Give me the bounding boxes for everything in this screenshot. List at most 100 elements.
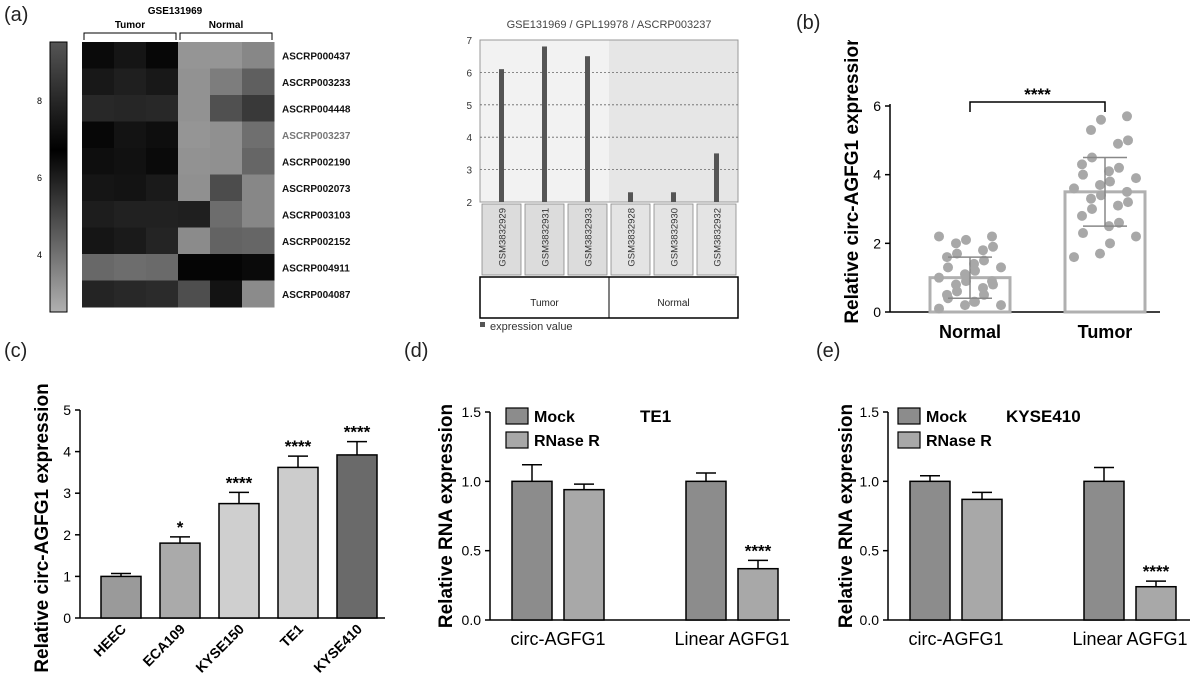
- b-point: [1087, 204, 1097, 214]
- b-point: [1078, 169, 1088, 180]
- b-point: [1131, 231, 1141, 242]
- heatmap-cell: [82, 280, 115, 308]
- heatmap-cell: [210, 42, 243, 69]
- b-point: [1122, 186, 1132, 197]
- geo-bar: [585, 56, 590, 203]
- d-title: TE1: [640, 407, 671, 426]
- geo-sample-label: GSM3832929: [498, 208, 509, 267]
- c-xtick-label: KYSE150: [192, 621, 247, 676]
- c-ytick-label: 4: [63, 444, 71, 460]
- b-xtick-label: Normal: [939, 322, 1001, 340]
- d-ytick-label: 1.5: [462, 404, 482, 420]
- b-point: [942, 252, 952, 263]
- b-point: [969, 296, 979, 307]
- d-ylabel: Relative RNA expression: [436, 404, 457, 628]
- c-xtick-label: HEEC: [90, 621, 129, 660]
- b-point: [960, 269, 970, 280]
- heatmap-group-bracket: [83, 32, 177, 40]
- c-ytick-label: 5: [63, 402, 71, 418]
- heatmap-cell: [82, 201, 115, 228]
- d-xtick-label: Linear AGFG1: [674, 629, 789, 649]
- heatmap-cell: [82, 254, 115, 281]
- heatmap-cell: [210, 121, 243, 149]
- heatmap-cell: [82, 121, 115, 149]
- heatmap-title: GSE131969: [148, 6, 203, 17]
- b-xtick-label: Tumor: [1078, 322, 1133, 340]
- b-point: [987, 231, 997, 242]
- c-sig-label: ****: [344, 423, 371, 442]
- heatmap-cell: [178, 201, 211, 228]
- b-point: [1077, 159, 1087, 170]
- heatmap-colorbar-tick: 4: [37, 250, 42, 260]
- b-point: [934, 231, 944, 242]
- b-point: [1123, 197, 1133, 208]
- b-ytick-label: 6: [873, 98, 881, 114]
- b-point: [1078, 228, 1088, 239]
- heatmap-cell: [82, 68, 115, 96]
- heatmap-colorbar-tick: 6: [37, 173, 42, 183]
- e-xtick-label: circ-AGFG1: [908, 629, 1003, 649]
- heatmap-cell: [178, 227, 211, 255]
- heatmap-row-label: ASCRP003233: [282, 78, 351, 89]
- geo-sample-box: [481, 203, 522, 276]
- b-point: [1096, 114, 1106, 125]
- b-point: [1105, 176, 1115, 187]
- geo-bar: [542, 46, 547, 203]
- bar-chart-e: Relative RNA expression 0.0 0.5 1.0 1.5 circ-…: [836, 404, 1190, 649]
- b-ytick-label: 0: [873, 304, 881, 320]
- heatmap-cell: [242, 254, 275, 281]
- heatmap-row-label: ASCRP002073: [282, 184, 351, 195]
- scatter-bar-chart-b: Relative circ-AGFG1 expression 0 2 4 6 Normal…: [842, 40, 1160, 340]
- b-point: [943, 262, 953, 273]
- b-point: [1077, 210, 1087, 221]
- geo-ytick-label: 2: [466, 198, 472, 209]
- geo-bar-chart: GSE131969 / GPL19978 / ASCRP003237 2 3 4 5 6 7…: [466, 19, 739, 333]
- heatmap-cell: [242, 227, 275, 255]
- heatmap-row-label: ASCRP004087: [282, 290, 351, 301]
- b-sig-label: ****: [1024, 85, 1051, 104]
- heatmap-row-label: ASCRP003103: [282, 210, 351, 221]
- geo-bar: [671, 192, 676, 202]
- b-point: [951, 238, 961, 249]
- heatmap-cell: [114, 201, 147, 228]
- c-xtick-label: TE1: [277, 621, 307, 651]
- heatmap-colorbar-tick: 8: [37, 96, 42, 106]
- heatmap-group-bracket: [179, 32, 273, 40]
- heatmap-cell: [210, 68, 243, 96]
- e-title: KYSE410: [1006, 407, 1081, 426]
- heatmap-cell: [114, 254, 147, 281]
- d-ytick-label: 0.0: [462, 612, 482, 628]
- b-ytick-label: 2: [873, 235, 881, 251]
- geo-ytick-label: 4: [466, 133, 472, 144]
- b-point: [987, 276, 997, 287]
- geo-sample-label: GSM3832932: [713, 208, 724, 267]
- panel-label-c: (c): [4, 340, 28, 362]
- b-point: [952, 248, 962, 259]
- b-point: [1113, 200, 1123, 211]
- heatmap-cell: [114, 121, 147, 149]
- d-legend-swatch: [505, 431, 529, 449]
- b-point: [988, 241, 998, 252]
- heatmap-cell: [210, 201, 243, 228]
- heatmap-cell: [210, 254, 243, 281]
- b-point: [1086, 125, 1096, 136]
- panel-label-a: (a): [4, 4, 29, 26]
- heatmap-cell: [178, 42, 211, 69]
- geo-group-label: Normal: [657, 298, 689, 309]
- geo-ytick-label: 7: [466, 36, 472, 47]
- heatmap-cell: [178, 95, 211, 122]
- heatmap-cell: [114, 148, 147, 175]
- geo-legend-label: expression value: [490, 321, 573, 333]
- panel-label-d: (d): [404, 340, 429, 362]
- heatmap-cell: [242, 201, 275, 228]
- geo-sample-label: GSM3832931: [541, 208, 552, 267]
- b-point: [996, 300, 1006, 311]
- geo-sample-label: GSM3832930: [670, 208, 681, 267]
- b-point: [1113, 138, 1123, 149]
- e-ylabel: Relative RNA expression: [836, 404, 857, 628]
- e-ytick-label: 0.5: [860, 543, 880, 559]
- geo-bar: [628, 192, 633, 202]
- c-sig-label: *: [177, 518, 184, 537]
- geo-sample-box: [610, 203, 651, 276]
- d-ytick-label: 0.5: [462, 543, 482, 559]
